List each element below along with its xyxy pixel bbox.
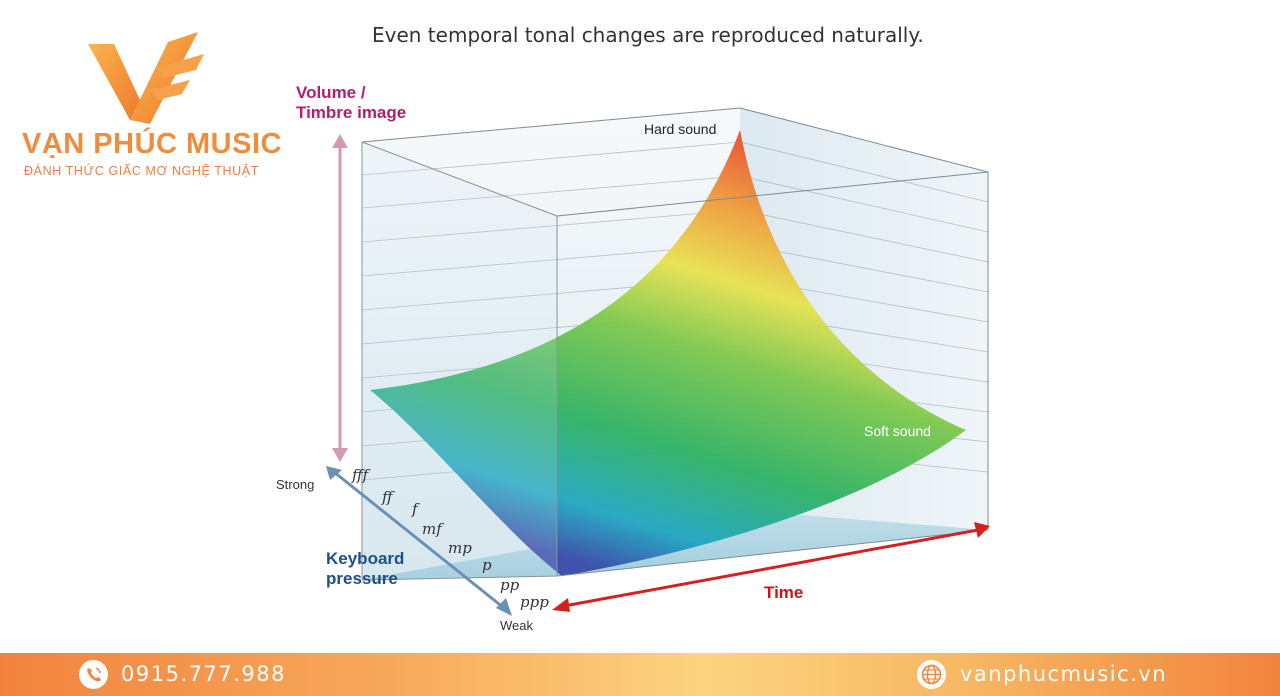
soft-sound-label: Soft sound — [864, 423, 931, 439]
brand-tagline: ĐÁNH THỨC GIẤC MƠ NGHỆ THUẬT — [24, 164, 259, 178]
volume-axis-label-line2: Timbre image — [296, 103, 406, 122]
dynamics-labels: fff ff f mf mp p pp ppp — [351, 466, 549, 611]
dynamic-ff: ff — [381, 488, 395, 506]
dynamic-f: f — [411, 500, 420, 518]
phone-number[interactable]: 0915.777.988 — [121, 662, 286, 686]
pressure-axis-label-line2: pressure — [326, 569, 398, 588]
contact-footer: 0915.777.988 vanphucmusic.vn — [0, 653, 1280, 696]
volume-axis-label-line1: Volume / — [296, 83, 366, 102]
front-glass — [362, 142, 557, 580]
volume-axis-arrow — [332, 134, 348, 462]
pressure-axis-label-line1: Keyboard — [326, 549, 404, 568]
pressure-axis-label: Keyboard pressure — [326, 549, 409, 588]
dynamic-ppp: ppp — [520, 593, 549, 611]
diagram-title: Even temporal tonal changes are reproduc… — [372, 23, 924, 47]
pressure-strong-label: Strong — [276, 477, 314, 492]
dynamic-mf: mf — [422, 520, 444, 538]
dynamic-mp: mp — [448, 539, 472, 557]
time-axis-label: Time — [764, 583, 803, 602]
dynamic-fff: fff — [351, 466, 371, 484]
hard-sound-label: Hard sound — [644, 121, 716, 137]
brand-name: VẠN PHÚC MUSIC — [22, 128, 282, 160]
dynamic-p: p — [482, 556, 492, 574]
tone-surface-diagram: Even temporal tonal changes are reproduc… — [276, 23, 990, 633]
dynamic-pp: pp — [500, 576, 520, 594]
volume-axis-label: Volume / Timbre image — [296, 83, 406, 122]
website-link[interactable]: vanphucmusic.vn — [960, 662, 1168, 686]
tone-surface — [370, 130, 966, 576]
box-edges — [361, 107, 989, 581]
globe-icon[interactable] — [917, 660, 946, 689]
time-axis-arrow — [552, 522, 990, 612]
pressure-axis-arrow — [326, 466, 512, 616]
pressure-weak-label: Weak — [500, 618, 533, 633]
phone-icon[interactable] — [79, 660, 108, 689]
brand-logo-icon — [88, 32, 204, 124]
